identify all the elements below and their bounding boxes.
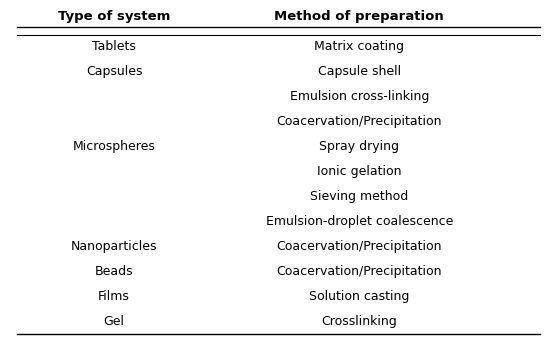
Text: Capsules: Capsules [86,65,143,79]
Text: Tablets: Tablets [92,40,136,53]
Text: Beads: Beads [95,265,134,278]
Text: Coacervation/Precipitation: Coacervation/Precipitation [276,265,442,278]
Text: Method of preparation: Method of preparation [275,10,444,23]
Text: Emulsion-droplet coalescence: Emulsion-droplet coalescence [266,215,453,228]
Text: Matrix coating: Matrix coating [314,40,404,53]
Text: Sieving method: Sieving method [310,190,408,203]
Text: Ionic gelation: Ionic gelation [317,165,402,179]
Text: Emulsion cross-linking: Emulsion cross-linking [290,90,429,103]
Text: Microspheres: Microspheres [73,140,155,153]
Text: Capsule shell: Capsule shell [317,65,401,79]
Text: Type of system: Type of system [58,10,170,23]
Text: Spray drying: Spray drying [319,140,399,153]
Text: Nanoparticles: Nanoparticles [71,240,158,253]
Text: Coacervation/Precipitation: Coacervation/Precipitation [276,240,442,253]
Text: Coacervation/Precipitation: Coacervation/Precipitation [276,115,442,129]
Text: Solution casting: Solution casting [309,290,409,303]
Text: Films: Films [98,290,130,303]
Text: Crosslinking: Crosslinking [321,315,397,328]
Text: Gel: Gel [104,315,125,328]
